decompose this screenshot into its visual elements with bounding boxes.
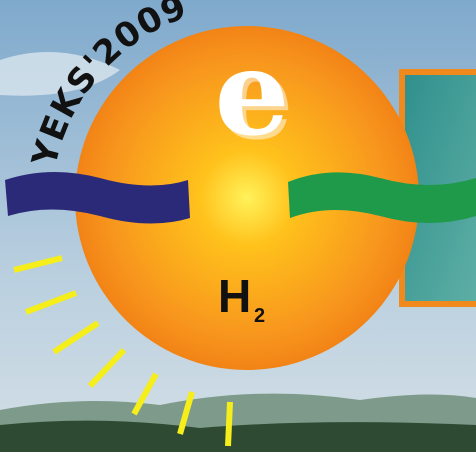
formula-subscript: 2 — [254, 305, 265, 327]
cloud — [0, 52, 120, 96]
hills-near — [0, 420, 476, 452]
green-wave — [288, 172, 476, 223]
sun — [75, 26, 419, 370]
blue-wave — [5, 171, 190, 224]
center-letter: e — [214, 23, 289, 162]
formula-element: H — [218, 270, 251, 322]
letter-shadow: e — [218, 27, 293, 166]
sun-rays — [13, 255, 233, 447]
